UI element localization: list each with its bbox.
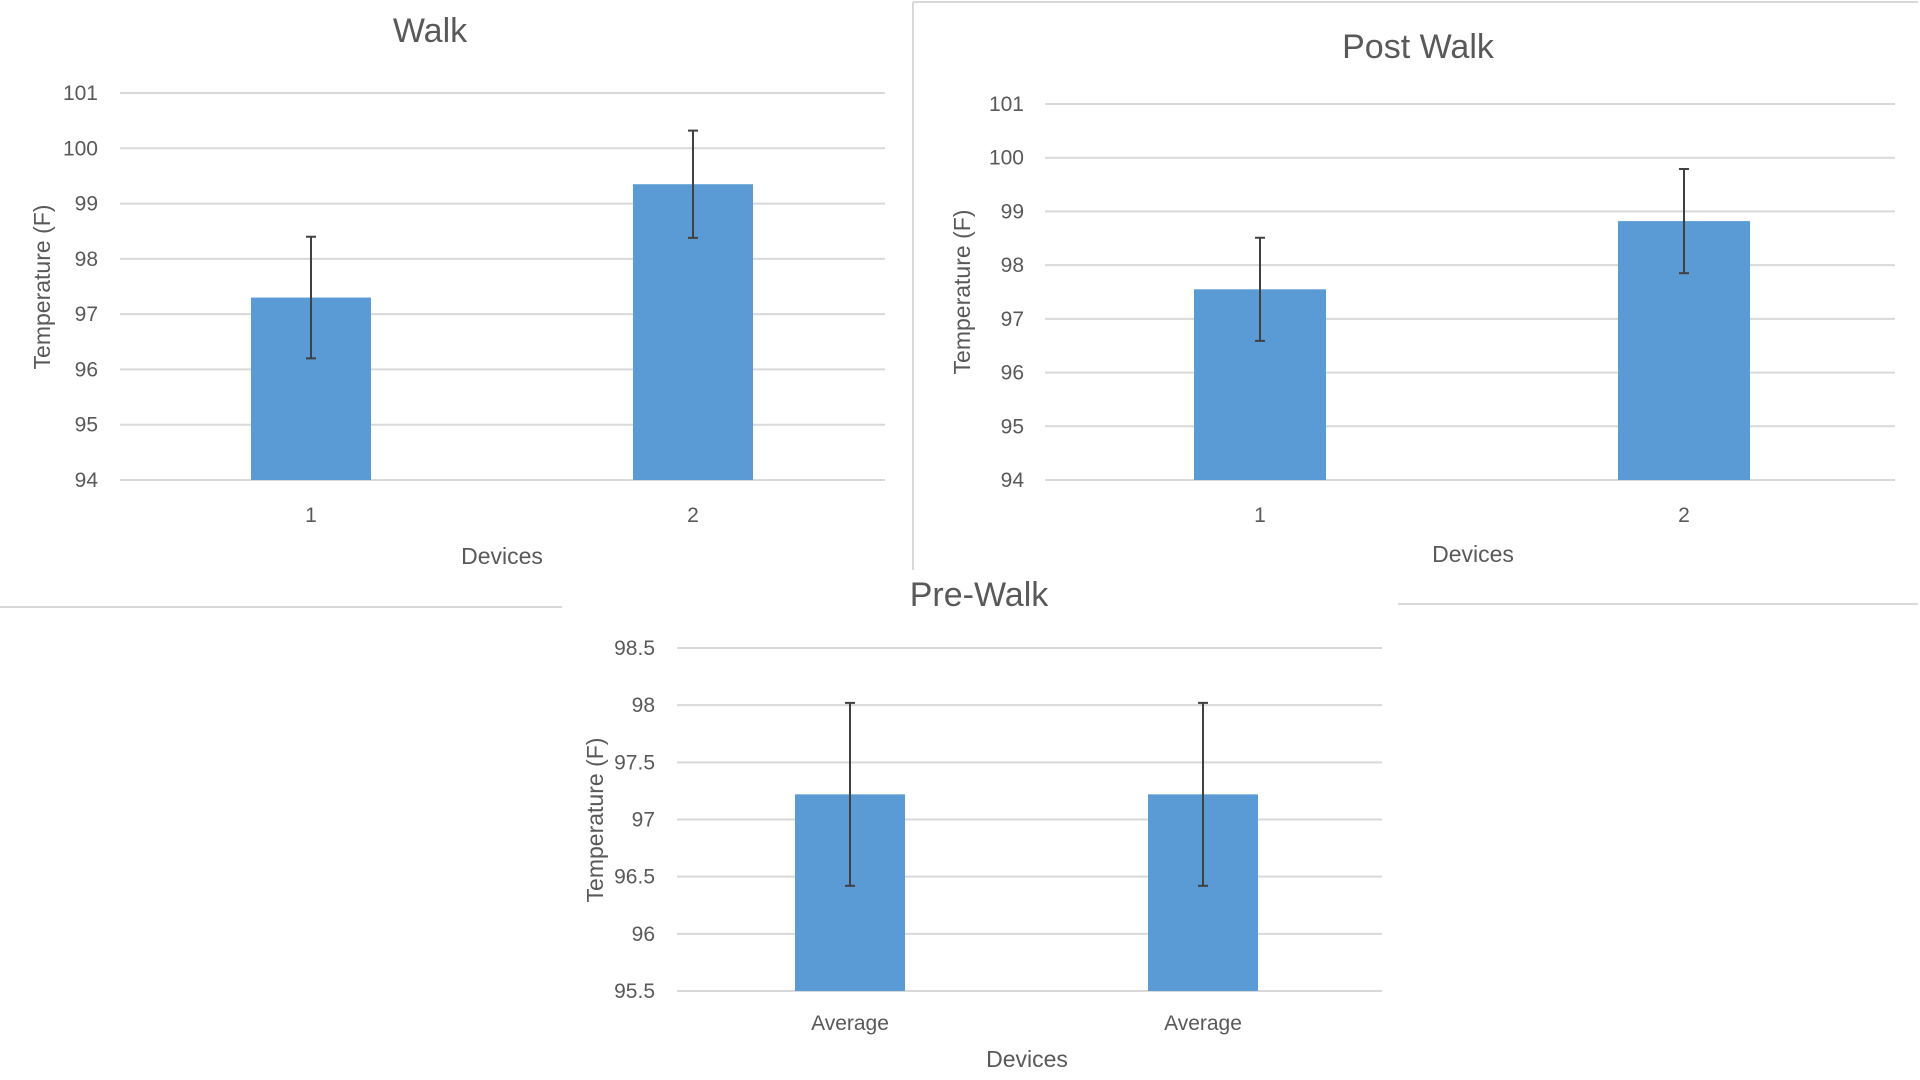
postwalk-chart: Post Walk Temperature (F) Devices 94 95 96… xyxy=(949,28,1895,567)
postwalk-chart-x-axis-label: Devices xyxy=(1432,541,1514,567)
postwalk-chart-title: Post Walk xyxy=(1342,28,1495,66)
prewalk-x-tick-label: Average xyxy=(811,1012,889,1035)
walk-chart-title: Walk xyxy=(393,12,468,50)
postwalk-y-tick-label: 101 xyxy=(989,93,1024,116)
postwalk-y-tick-label: 94 xyxy=(1001,469,1025,492)
postwalk-y-tick-label: 99 xyxy=(1001,200,1024,223)
prewalk-y-tick-label: 96 xyxy=(632,923,655,946)
walk-y-tick-label: 94 xyxy=(75,469,99,492)
prewalk-y-tick-label: 98.5 xyxy=(614,637,655,660)
postwalk-y-tick-label: 98 xyxy=(1001,254,1024,277)
prewalk-y-tick-label: 95.5 xyxy=(614,980,655,1003)
postwalk-y-tick-label: 100 xyxy=(989,147,1024,170)
prewalk-x-tick-label: Average xyxy=(1164,1012,1242,1035)
postwalk-x-tick-label: 2 xyxy=(1678,504,1690,527)
walk-y-tick-label: 95 xyxy=(75,414,98,437)
prewalk-chart-title: Pre-Walk xyxy=(910,576,1050,614)
walk-y-tick-label: 96 xyxy=(75,358,98,381)
postwalk-y-tick-label: 96 xyxy=(1001,362,1024,385)
prewalk-y-tick-label: 97 xyxy=(632,809,655,832)
prewalk-chart-y-axis-label: Temperature (F) xyxy=(582,738,608,903)
walk-chart-y-axis-label: Temperature (F) xyxy=(29,205,55,370)
walk-chart-x-axis-label: Devices xyxy=(461,543,543,569)
prewalk-y-tick-label: 97.5 xyxy=(614,751,655,774)
walk-y-tick-label: 98 xyxy=(75,248,98,271)
walk-x-tick-label: 2 xyxy=(687,504,699,527)
walk-y-tick-label: 97 xyxy=(75,303,98,326)
prewalk-y-tick-label: 98 xyxy=(632,694,655,717)
postwalk-y-tick-label: 97 xyxy=(1001,308,1024,331)
walk-y-tick-label: 99 xyxy=(75,193,98,216)
postwalk-chart-y-axis-label: Temperature (F) xyxy=(949,210,975,375)
walk-x-tick-label: 1 xyxy=(305,504,317,527)
prewalk-chart-x-axis-label: Devices xyxy=(986,1046,1068,1072)
walk-y-tick-label: 101 xyxy=(63,82,98,105)
prewalk-chart: Pre-Walk Temperature (F) Devices 95.5 96 9… xyxy=(582,576,1382,1072)
prewalk-y-tick-label: 96.5 xyxy=(614,866,655,889)
postwalk-y-tick-label: 95 xyxy=(1001,415,1024,438)
postwalk-x-tick-label: 1 xyxy=(1254,504,1266,527)
walk-y-tick-label: 100 xyxy=(63,137,98,160)
walk-chart: Walk Temperature (F) Devices 94 95 96 97 98 9… xyxy=(29,12,885,569)
